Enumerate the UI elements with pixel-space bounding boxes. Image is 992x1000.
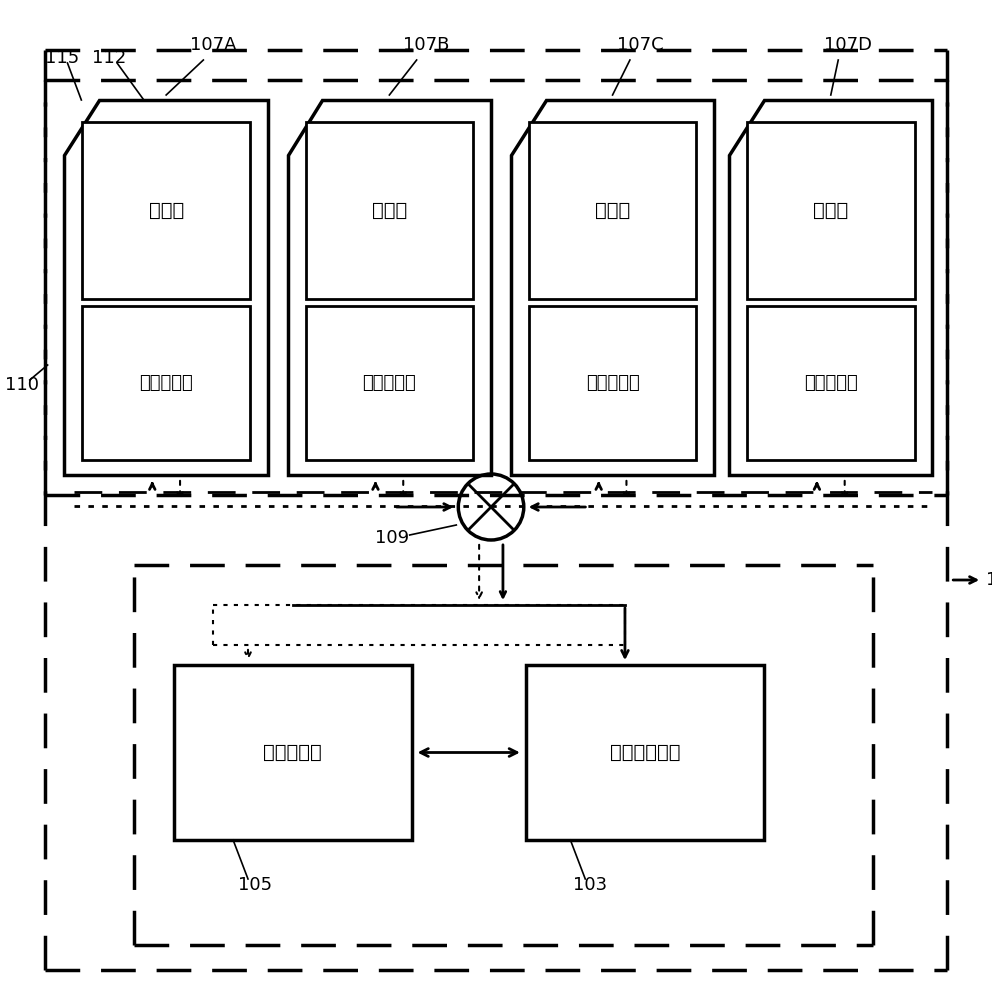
Polygon shape bbox=[729, 100, 932, 475]
Text: 存储器: 存储器 bbox=[595, 201, 630, 220]
Text: 115: 115 bbox=[46, 49, 79, 67]
Bar bbox=[747, 122, 915, 299]
Bar bbox=[526, 665, 764, 840]
Text: 存储器: 存储器 bbox=[149, 201, 184, 220]
Polygon shape bbox=[511, 100, 714, 475]
Text: 加速器芯片: 加速器芯片 bbox=[804, 374, 858, 392]
Polygon shape bbox=[288, 100, 491, 475]
Bar bbox=[747, 306, 915, 460]
Bar bbox=[529, 122, 696, 299]
Text: 存储器: 存储器 bbox=[372, 201, 407, 220]
Bar bbox=[82, 122, 250, 299]
Polygon shape bbox=[64, 100, 268, 475]
Bar bbox=[174, 665, 412, 840]
Text: 存储器: 存储器 bbox=[813, 201, 848, 220]
Text: 加速器芯片: 加速器芯片 bbox=[139, 374, 193, 392]
Text: 110: 110 bbox=[5, 376, 39, 394]
Text: 中央处理单元: 中央处理单元 bbox=[609, 743, 681, 762]
Bar bbox=[306, 306, 473, 460]
Text: 系统存储器: 系统存储器 bbox=[263, 743, 322, 762]
Text: 105: 105 bbox=[238, 876, 272, 894]
Text: 109: 109 bbox=[375, 529, 409, 547]
Text: 107C: 107C bbox=[616, 36, 664, 54]
Text: 加速器芯片: 加速器芯片 bbox=[585, 374, 640, 392]
Bar bbox=[529, 306, 696, 460]
Text: 107D: 107D bbox=[824, 36, 872, 54]
Text: 107B: 107B bbox=[404, 36, 449, 54]
Text: 112: 112 bbox=[92, 49, 126, 67]
Bar bbox=[82, 306, 250, 460]
Text: 107A: 107A bbox=[190, 36, 236, 54]
Bar bbox=[306, 122, 473, 299]
Text: 103: 103 bbox=[573, 876, 607, 894]
Text: 加速器芯片: 加速器芯片 bbox=[362, 374, 417, 392]
Text: 100: 100 bbox=[986, 571, 992, 589]
